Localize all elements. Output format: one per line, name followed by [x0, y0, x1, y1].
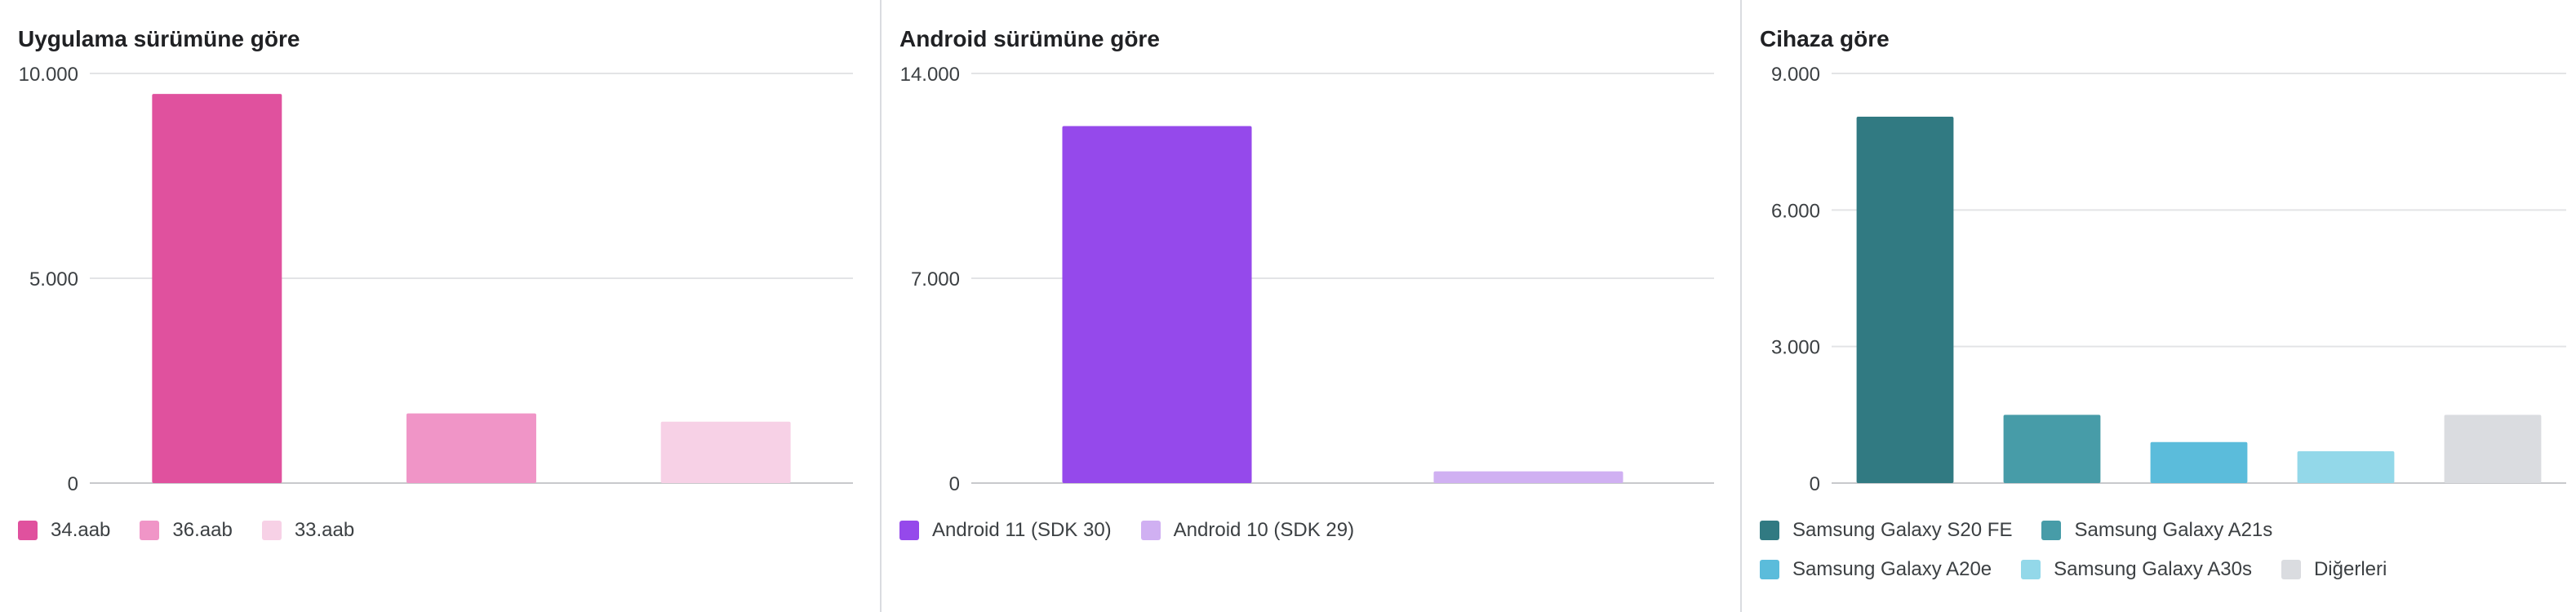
legend-row: Samsung Galaxy A20e Samsung Galaxy A30s Di… — [1760, 550, 2568, 589]
legend-row: 34.aab 36.aab 33.aab — [18, 511, 867, 550]
legend-label: Samsung Galaxy A21s — [2074, 519, 2273, 541]
bar-android-10-sdk-29-[interactable] — [1433, 471, 1623, 483]
legend-row: Samsung Galaxy S20 FE Samsung Galaxy A21s — [1760, 511, 2568, 550]
legend: Android 11 (SDK 30) Android 10 (SDK 29) — [899, 511, 1724, 550]
bar-android-11-sdk-30-[interactable] — [1062, 126, 1252, 484]
y-tick-label: 5.000 — [29, 268, 78, 290]
legend-item[interactable]: Android 11 (SDK 30) — [899, 519, 1112, 542]
legend-item[interactable]: Diğerleri — [2281, 558, 2387, 581]
legend-swatch — [2041, 521, 2062, 540]
bar-samsung-galaxy-a30s[interactable] — [2297, 450, 2395, 483]
legend: Samsung Galaxy S20 FE Samsung Galaxy A21s… — [1760, 511, 2568, 589]
legend-row: Android 11 (SDK 30) Android 10 (SDK 29) — [899, 511, 1724, 550]
legend-label: Samsung Galaxy A30s — [2054, 558, 2252, 580]
legend-swatch — [261, 521, 282, 540]
panel-divider — [1740, 0, 1742, 612]
legend-item[interactable]: Samsung Galaxy A30s — [2021, 558, 2252, 581]
legend-item[interactable]: Samsung Galaxy A21s — [2041, 519, 2272, 542]
legend-label: Android 11 (SDK 30) — [932, 519, 1112, 541]
chart-panel-device: Cihaza göre 0 3.000 6.000 9.000 Samsung Gal… — [1742, 0, 2576, 612]
legend-swatch — [18, 521, 38, 540]
legend-swatch — [899, 521, 919, 540]
chart-panel-android-version: Android sürümüne göre 0 7.000 14.000 Andro… — [882, 0, 1740, 612]
legend-swatch — [2021, 560, 2041, 579]
bar-chart-android-version: 0 7.000 14.000 — [900, 64, 1714, 495]
bar-chart-app-version: 0 5.000 10.000 — [19, 64, 853, 495]
bar-samsung-galaxy-a20e[interactable] — [2150, 441, 2248, 483]
legend-label: Samsung Galaxy S20 FE — [1792, 519, 2013, 541]
legend-label: 36.aab — [172, 519, 233, 541]
chart-panel-app-version: Uygulama sürümüne göre 0 5.000 10.000 34.a… — [0, 0, 880, 612]
bar-34-aab[interactable] — [152, 94, 282, 483]
legend-item[interactable]: 34.aab — [18, 519, 110, 542]
legend-item[interactable]: 33.aab — [261, 519, 355, 542]
chart-title: Android sürümüne göre — [899, 26, 1160, 51]
chart-title: Uygulama sürümüne göre — [18, 26, 300, 51]
legend-label: 33.aab — [294, 519, 355, 541]
bar-chart-device: 0 3.000 6.000 9.000 — [1771, 64, 2566, 495]
legend-item[interactable]: 36.aab — [140, 519, 233, 542]
y-tick-label: 6.000 — [1771, 200, 1820, 222]
y-tick-label: 9.000 — [1771, 64, 1820, 86]
y-tick-label: 3.000 — [1771, 337, 1820, 359]
legend-label: Samsung Galaxy A20e — [1792, 558, 1992, 580]
y-tick-label: 0 — [1810, 473, 1820, 495]
y-tick-label: 0 — [68, 473, 78, 495]
y-tick-label: 10.000 — [19, 64, 78, 86]
panel-divider — [880, 0, 882, 612]
legend-swatch — [140, 521, 160, 540]
y-tick-label: 7.000 — [911, 268, 960, 290]
chart-title: Cihaza göre — [1760, 26, 1890, 51]
y-tick-label: 14.000 — [900, 64, 960, 86]
legend-swatch — [1760, 560, 1779, 579]
y-tick-label: 0 — [949, 473, 960, 495]
legend-label: Android 10 (SDK 29) — [1173, 519, 1355, 541]
bar-36-aab[interactable] — [406, 413, 536, 483]
legend-item[interactable]: Samsung Galaxy S20 FE — [1760, 519, 2012, 542]
legend-label: 34.aab — [51, 519, 111, 541]
bar-di-erleri[interactable] — [2444, 415, 2542, 483]
legend-item[interactable]: Samsung Galaxy A20e — [1760, 558, 1992, 581]
bar-33-aab[interactable] — [660, 421, 791, 483]
legend-swatch — [1140, 521, 1161, 540]
legend: 34.aab 36.aab 33.aab — [18, 511, 867, 550]
legend-label: Diğerleri — [2313, 558, 2387, 580]
bar-samsung-galaxy-a21s[interactable] — [2003, 415, 2101, 483]
legend-swatch — [2281, 560, 2301, 579]
bar-samsung-galaxy-s20-fe[interactable] — [1856, 116, 1954, 483]
legend-item[interactable]: Android 10 (SDK 29) — [1140, 519, 1355, 542]
legend-swatch — [1760, 521, 1779, 540]
